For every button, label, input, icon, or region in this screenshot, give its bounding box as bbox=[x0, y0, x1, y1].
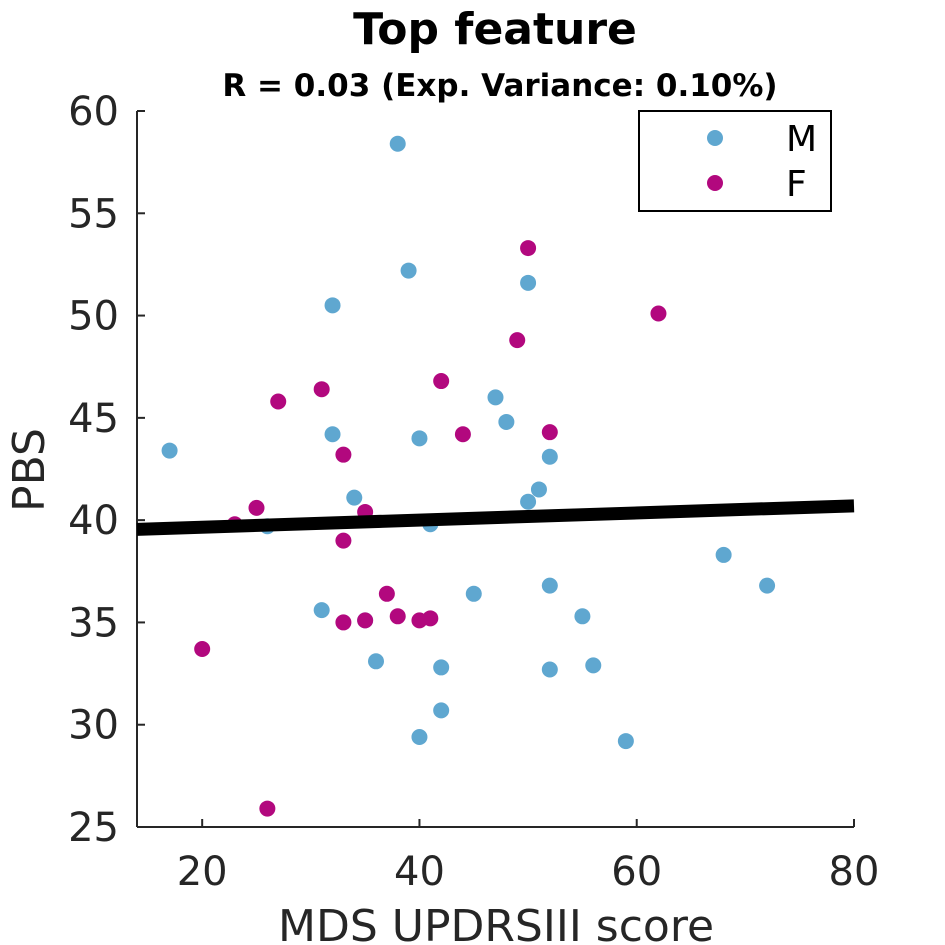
data-point-f bbox=[194, 641, 211, 658]
data-point-m bbox=[520, 274, 537, 291]
data-point-m bbox=[585, 657, 602, 674]
legend-label-f: F bbox=[786, 164, 807, 205]
data-point-m bbox=[498, 413, 515, 430]
chart-title: Top feature bbox=[353, 4, 637, 55]
data-point-f bbox=[454, 426, 471, 443]
y-tick-label: 60 bbox=[68, 89, 119, 135]
data-point-f bbox=[270, 393, 287, 410]
legend-label-m: M bbox=[786, 119, 817, 160]
data-point-f bbox=[541, 424, 558, 441]
data-point-m bbox=[715, 546, 732, 563]
y-tick-label: 45 bbox=[68, 396, 119, 442]
data-point-f bbox=[335, 446, 352, 463]
tick-labels: 25 30 35 40 45 50 55 60 20 40 60 80 bbox=[68, 89, 879, 895]
data-point-m bbox=[389, 135, 406, 152]
data-point-m bbox=[368, 653, 384, 670]
fit-line-group bbox=[136, 499, 855, 536]
data-point-f bbox=[259, 800, 276, 817]
data-point-f bbox=[378, 585, 395, 602]
data-point-m bbox=[574, 608, 591, 625]
legend: M F bbox=[638, 110, 832, 212]
chart-subtitle: R = 0.03 (Exp. Variance: 0.10%) bbox=[222, 68, 777, 104]
data-point-m bbox=[400, 262, 417, 279]
data-point-m bbox=[541, 661, 558, 678]
y-axis-label: PBS bbox=[4, 428, 55, 512]
y-tick-label: 50 bbox=[68, 294, 119, 340]
data-point-m bbox=[759, 577, 776, 594]
legend-box bbox=[638, 110, 832, 212]
data-point-f bbox=[433, 373, 450, 390]
data-points bbox=[161, 135, 776, 817]
data-point-f bbox=[357, 612, 374, 629]
y-tick-label: 30 bbox=[68, 703, 119, 749]
data-point-m bbox=[433, 659, 450, 676]
data-point-m bbox=[530, 481, 547, 498]
data-point-m bbox=[433, 702, 450, 719]
series-m bbox=[161, 135, 776, 750]
data-point-f bbox=[509, 332, 526, 349]
data-point-m bbox=[520, 493, 537, 510]
y-tick-label: 25 bbox=[68, 805, 119, 851]
data-point-m bbox=[313, 602, 330, 619]
data-point-m bbox=[617, 733, 634, 750]
data-point-m bbox=[541, 577, 558, 594]
data-point-m bbox=[465, 585, 482, 602]
data-point-f bbox=[313, 381, 330, 398]
data-point-m bbox=[324, 426, 341, 443]
x-tick-label: 40 bbox=[394, 849, 445, 895]
series-f bbox=[194, 240, 667, 817]
data-point-m bbox=[411, 430, 428, 447]
x-axis-label: MDS UPDRSIII score bbox=[278, 901, 714, 945]
x-tick-label: 20 bbox=[177, 849, 228, 895]
legend-marker-m bbox=[707, 130, 723, 146]
data-point-m bbox=[411, 728, 428, 745]
data-point-f bbox=[248, 499, 265, 516]
data-point-f bbox=[335, 532, 352, 549]
x-tick-label: 60 bbox=[611, 849, 662, 895]
x-tick-label: 80 bbox=[829, 849, 880, 895]
y-tick-label: 40 bbox=[68, 498, 119, 544]
data-point-f bbox=[650, 305, 667, 322]
data-point-f bbox=[520, 240, 537, 257]
data-point-m bbox=[541, 448, 558, 465]
data-point-m bbox=[346, 489, 363, 506]
data-point-m bbox=[324, 297, 341, 314]
legend-marker-f bbox=[707, 175, 723, 191]
data-point-m bbox=[487, 389, 504, 406]
y-tick-label: 55 bbox=[68, 191, 119, 237]
data-point-f bbox=[389, 608, 406, 625]
data-point-m bbox=[161, 442, 178, 459]
y-tick-label: 35 bbox=[68, 600, 119, 646]
data-point-f bbox=[422, 610, 439, 627]
axes bbox=[136, 111, 854, 828]
fit-line bbox=[136, 499, 855, 536]
data-point-f bbox=[335, 614, 352, 631]
